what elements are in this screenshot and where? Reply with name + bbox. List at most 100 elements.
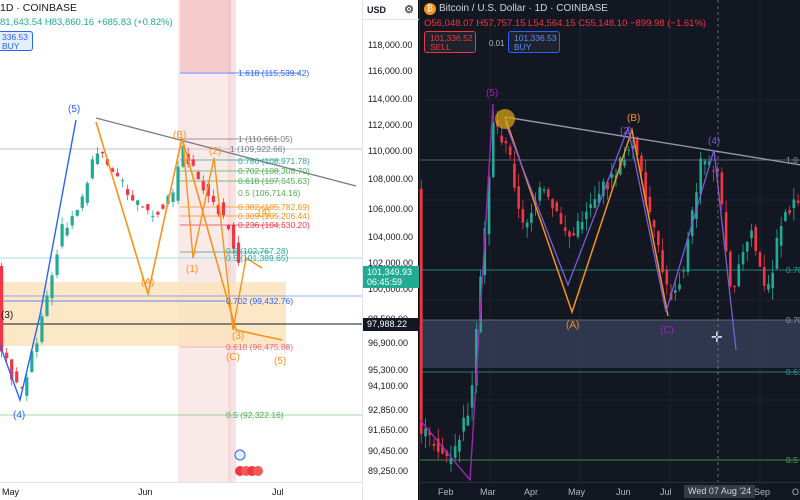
candle [674, 290, 677, 293]
candle [716, 169, 719, 172]
wave-label: (2) [620, 126, 632, 137]
right-chart-canvas[interactable]: ✛ (5) (A) (B) (C) (2) (4) 1.0 0.78 0.70 … [420, 0, 800, 482]
right-symbol-title[interactable]: Bitcoin / U.S. Dollar · 1D · COINBASE [439, 3, 608, 14]
grid [420, 0, 800, 482]
candle [156, 211, 160, 215]
candle [436, 438, 440, 452]
candle [5, 352, 9, 359]
candle [758, 252, 762, 267]
candle [796, 200, 800, 203]
candle [25, 377, 29, 396]
fib-label: 0.382 (105,782.69) [238, 202, 310, 212]
left-chart-pane[interactable]: (5) (3) (4) (B) (A) (1) (2) (4) (3) (5) … [0, 0, 362, 500]
candle [196, 171, 200, 180]
candle [231, 224, 236, 249]
candle [449, 457, 453, 464]
candle [115, 172, 120, 177]
wave-label: (4) [13, 410, 25, 421]
candle [221, 202, 226, 216]
candle [585, 211, 588, 220]
candle [45, 295, 49, 316]
price-tick: 95,300.00 [368, 365, 409, 375]
x-label: May [568, 487, 586, 497]
candle [420, 188, 423, 434]
candle [779, 226, 783, 246]
fib-label: 1 (109,922.66) [230, 144, 285, 154]
currency-label[interactable]: USD [367, 5, 387, 15]
price-tick: 110,000.00 [368, 146, 413, 156]
right-candles [420, 109, 800, 472]
candle [161, 204, 165, 209]
wave-label: (4) [258, 207, 270, 218]
price-tick: 108,000.00 [368, 174, 414, 184]
wave-label: (1) [186, 264, 198, 275]
fib-label: 0.618 (107,645.63) [238, 176, 310, 186]
candle [703, 160, 707, 165]
candle [665, 270, 669, 285]
candle [720, 172, 724, 205]
candle [610, 173, 614, 179]
sell-button[interactable]: 101,336.52 SELL [424, 31, 476, 53]
fib-lines [0, 72, 300, 348]
left-chart-canvas[interactable]: (5) (3) (4) (B) (A) (1) (2) (4) (3) (5) … [0, 0, 362, 482]
sell-price: 101,336.52 [430, 33, 473, 43]
bitcoin-icon: ₿ [424, 3, 436, 15]
candle [707, 161, 711, 165]
candle [648, 196, 652, 213]
orange-wave-line [95, 121, 283, 341]
fib-right-label: 0.61 [786, 367, 800, 377]
spread-value: 0.01 [489, 39, 505, 48]
candle [602, 181, 605, 196]
candle [792, 199, 796, 209]
x-label: Apr [524, 487, 539, 497]
right-symbol-header: ₿ Bitcoin / U.S. Dollar · 1D · COINBASE O… [424, 3, 706, 29]
fib-label: 0.702 (108,308.70) [238, 166, 310, 176]
fib-right-label: 0.78 [786, 265, 800, 275]
price-tick: 118,000.00 [368, 40, 413, 50]
candle [771, 272, 774, 289]
candle [487, 176, 491, 235]
price-axis[interactable]: USD ⚙ 118,000.00 116,000.00 114,000.00 112,… [362, 0, 419, 500]
blue-wave-line [0, 119, 77, 403]
candle [521, 209, 525, 223]
candle [55, 254, 59, 276]
orange-abc-line [504, 116, 669, 317]
fib-label: 0.618 (96,475.88) [226, 342, 293, 352]
candle [576, 221, 580, 237]
candle [733, 285, 736, 288]
left-symbol[interactable]: 1D · COINBASE [0, 2, 78, 14]
candle [729, 251, 732, 287]
left-time-axis[interactable]: May Jun Jul [0, 482, 362, 500]
candle [508, 146, 512, 156]
candle [85, 183, 89, 203]
price-tick: 94,100.00 [368, 381, 409, 391]
candle [712, 170, 715, 172]
right-time-axis[interactable]: Feb Mar Apr May Jun Jul Sep O Wed 07 Aug… [420, 482, 800, 500]
crosshair-icon[interactable]: ✛ [711, 330, 723, 346]
candle [754, 226, 758, 252]
fib-label: 0.702 (99,432.76) [226, 296, 293, 306]
bar-countdown: 06:45:59 [367, 277, 403, 287]
trend-line[interactable] [95, 117, 357, 187]
wave-label: (3) [1, 310, 13, 321]
price-tick: 91,650.00 [368, 425, 409, 435]
wave-top-marker[interactable] [495, 109, 515, 129]
buy-button[interactable]: 101,336.53 BUY [508, 31, 560, 53]
replay-icon[interactable] [234, 449, 246, 461]
candle [453, 446, 457, 458]
settings-icon[interactable]: ⚙ [404, 4, 414, 16]
buy-price: 101,336.53 [514, 33, 557, 43]
candle [517, 186, 520, 209]
trend-line[interactable] [504, 116, 800, 166]
event-flags-icon[interactable] [235, 466, 263, 476]
left-buy-button[interactable]: 336.53 BUY [0, 31, 33, 51]
candle [136, 200, 140, 205]
wave-label: (5) [486, 88, 498, 99]
right-chart-pane[interactable]: ✛ (5) (A) (B) (C) (2) (4) 1.0 0.78 0.70 … [419, 0, 800, 500]
candle [236, 242, 241, 263]
wave-label: (4) [708, 136, 720, 147]
candle [432, 443, 436, 446]
wave-label: (2) [209, 146, 221, 157]
wave-label: (B) [627, 113, 640, 124]
